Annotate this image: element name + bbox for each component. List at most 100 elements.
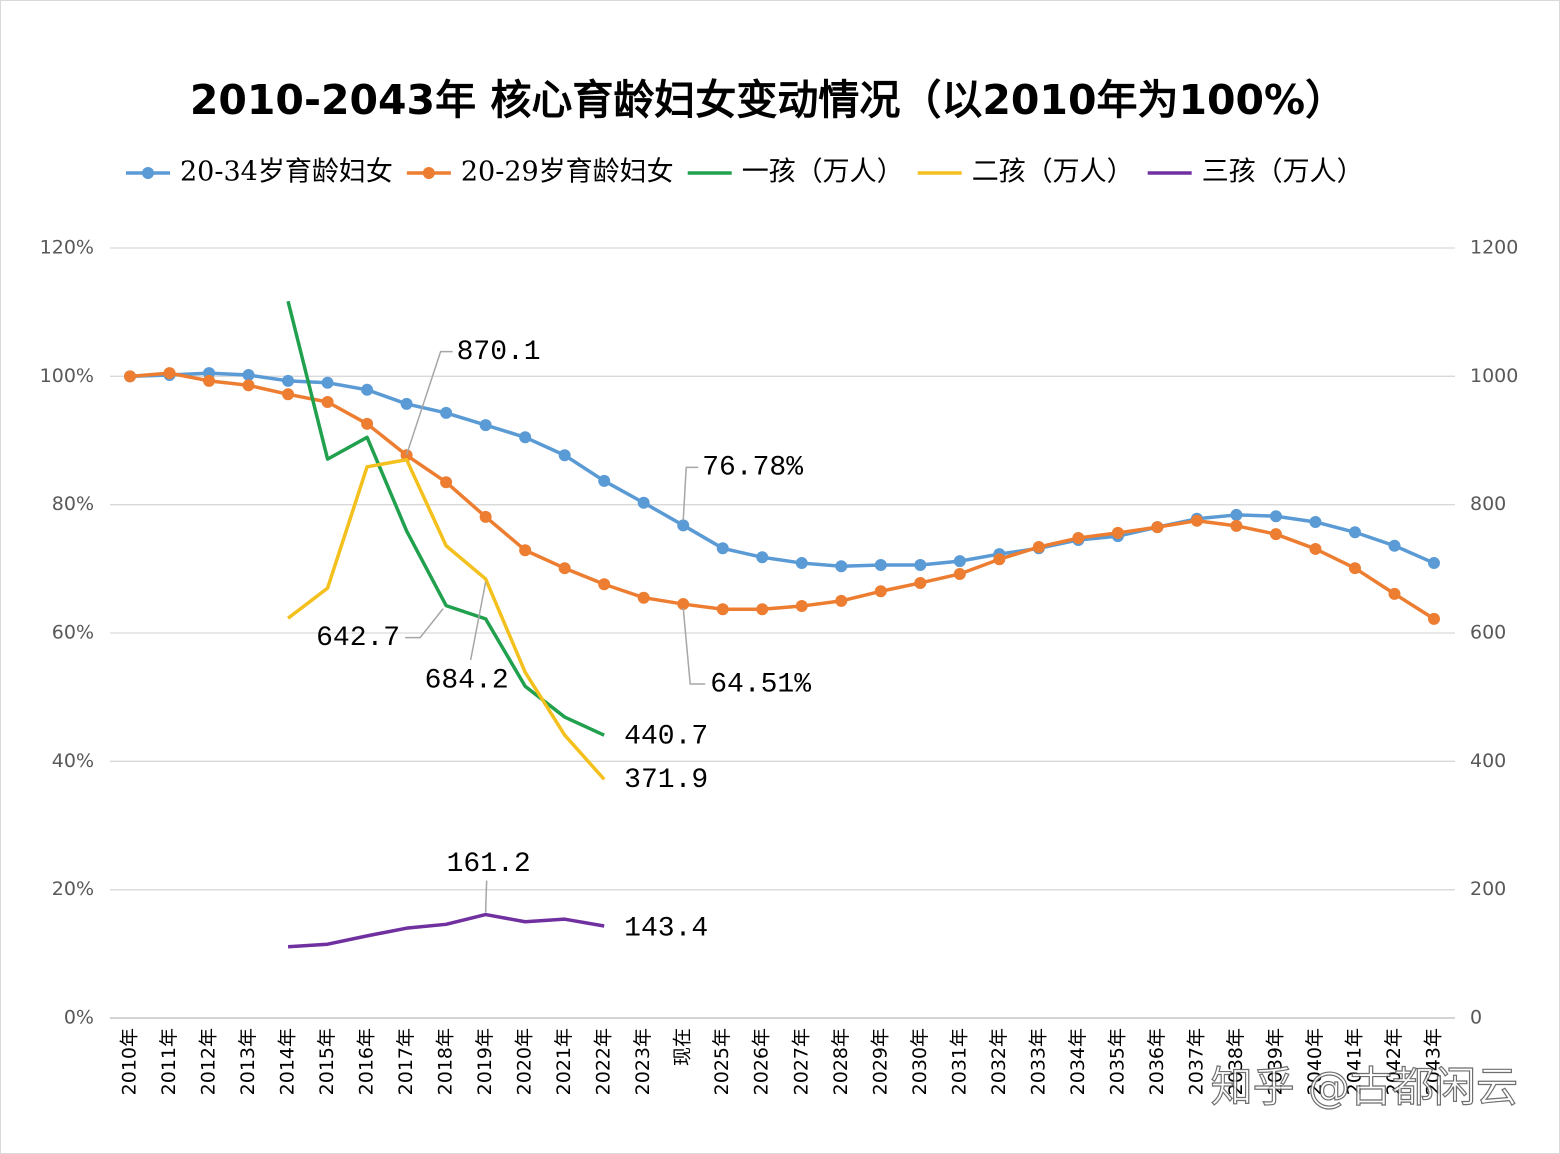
x-tick-label: 2030年 — [909, 1028, 931, 1095]
data-point — [795, 557, 808, 570]
x-tick-label: 2017年 — [395, 1028, 417, 1095]
y2-tick-label: 1200 — [1470, 237, 1518, 259]
x-tick-label: 2043年 — [1423, 1028, 1445, 1095]
leader-line — [405, 608, 444, 639]
y-tick-label: 120% — [40, 237, 94, 259]
x-tick-label: 2036年 — [1146, 1028, 1168, 1095]
data-point — [677, 598, 690, 611]
y2-tick-label: 600 — [1470, 622, 1506, 644]
x-tick-label: 2031年 — [948, 1028, 970, 1095]
chart-title: 2010-2043年 核心育龄妇女变动情况（以2010年为100%） — [190, 76, 1346, 124]
x-tick-label: 2010年 — [119, 1028, 141, 1095]
data-label: 440.7 — [624, 722, 708, 753]
data-point — [400, 397, 413, 410]
legend-label: 20-29岁育龄妇女 — [461, 157, 674, 188]
data-point — [874, 558, 887, 571]
data-point — [598, 578, 611, 591]
data-point — [440, 476, 453, 489]
y2-tick-label: 800 — [1470, 493, 1506, 515]
data-label: 64.51% — [710, 669, 811, 700]
x-tick-label: 2032年 — [988, 1028, 1010, 1095]
x-tick-label: 2020年 — [514, 1028, 536, 1095]
data-point — [874, 585, 887, 598]
data-point — [914, 558, 927, 571]
y-tick-label: 80% — [52, 493, 94, 515]
data-label: 76.78% — [702, 453, 803, 484]
y-tick-label: 60% — [52, 622, 94, 644]
x-tick-label: 2022年 — [593, 1028, 615, 1095]
data-point — [795, 600, 808, 613]
x-tick-label: 2023年 — [632, 1028, 654, 1095]
x-tick-label: 2011年 — [158, 1028, 180, 1095]
data-point — [242, 369, 255, 382]
x-tick-label: 2041年 — [1343, 1028, 1365, 1095]
data-label: 870.1 — [457, 337, 541, 368]
leader-line — [682, 466, 699, 521]
data-point — [993, 553, 1006, 566]
x-tick-label: 2016年 — [356, 1028, 378, 1095]
leader-line — [469, 581, 487, 661]
y-tick-label: 20% — [52, 878, 94, 900]
data-point — [953, 567, 966, 580]
data-point — [519, 544, 532, 557]
legend-marker — [142, 167, 154, 179]
y-tick-label: 0% — [64, 1007, 94, 1029]
data-point — [361, 383, 374, 396]
x-tick-label: 2034年 — [1067, 1028, 1089, 1095]
data-point — [1111, 526, 1124, 539]
y2-tick-label: 400 — [1470, 750, 1506, 772]
data-point — [1151, 521, 1164, 534]
data-point — [203, 374, 216, 387]
legend-label: 20-34岁育龄妇女 — [180, 157, 393, 188]
data-point — [637, 591, 650, 604]
x-tick-label: 2013年 — [237, 1028, 259, 1095]
legend-marker — [422, 167, 435, 179]
data-point — [953, 555, 966, 568]
legend-label: 一孩（万人） — [742, 157, 904, 188]
data-point — [321, 396, 334, 408]
data-point — [1269, 510, 1282, 523]
x-tick-label: 2021年 — [553, 1028, 575, 1095]
x-tick-label: 2015年 — [316, 1028, 338, 1095]
x-tick-label: 2026年 — [751, 1028, 773, 1095]
data-point — [479, 510, 492, 523]
data-point — [1309, 542, 1322, 555]
data-point — [1230, 519, 1243, 532]
data-point — [835, 594, 848, 607]
y2-tick-label: 0 — [1470, 1007, 1482, 1029]
data-point — [756, 551, 769, 564]
leader-line — [484, 880, 488, 913]
x-tick-label: 2038年 — [1225, 1028, 1247, 1095]
x-tick-label: 2028年 — [830, 1028, 852, 1095]
x-tick-label: 2035年 — [1106, 1028, 1128, 1095]
x-tick-label: 2042年 — [1383, 1028, 1405, 1095]
data-point — [1428, 557, 1440, 570]
data-point — [756, 603, 769, 616]
x-tick-label: 2037年 — [1185, 1028, 1207, 1095]
data-label: 684.2 — [425, 665, 509, 696]
data-point — [1428, 612, 1440, 625]
data-point — [1032, 541, 1045, 554]
data-point — [1230, 508, 1243, 521]
series-line — [286, 300, 605, 737]
data-point — [242, 379, 255, 392]
x-tick-label: 2027年 — [790, 1028, 812, 1095]
x-tick-label: 2040年 — [1304, 1028, 1326, 1095]
watermark: 知乎 @古都闲云 — [1211, 1063, 1518, 1112]
series-line — [129, 371, 1435, 569]
data-point — [558, 562, 571, 575]
series-line — [129, 371, 1435, 621]
data-point — [1388, 587, 1401, 600]
legend-label: 三孩（万人） — [1202, 157, 1364, 188]
x-tick-label: 2033年 — [1027, 1028, 1049, 1095]
data-point — [1072, 532, 1085, 545]
data-point — [1388, 539, 1401, 552]
data-point — [677, 519, 690, 532]
legend-label: 二孩（万人） — [972, 157, 1134, 188]
x-tick-label: 2025年 — [711, 1028, 733, 1095]
data-point — [163, 367, 176, 380]
x-tick-label: 2029年 — [869, 1028, 891, 1095]
data-point — [124, 370, 136, 383]
leader-line — [405, 350, 453, 455]
